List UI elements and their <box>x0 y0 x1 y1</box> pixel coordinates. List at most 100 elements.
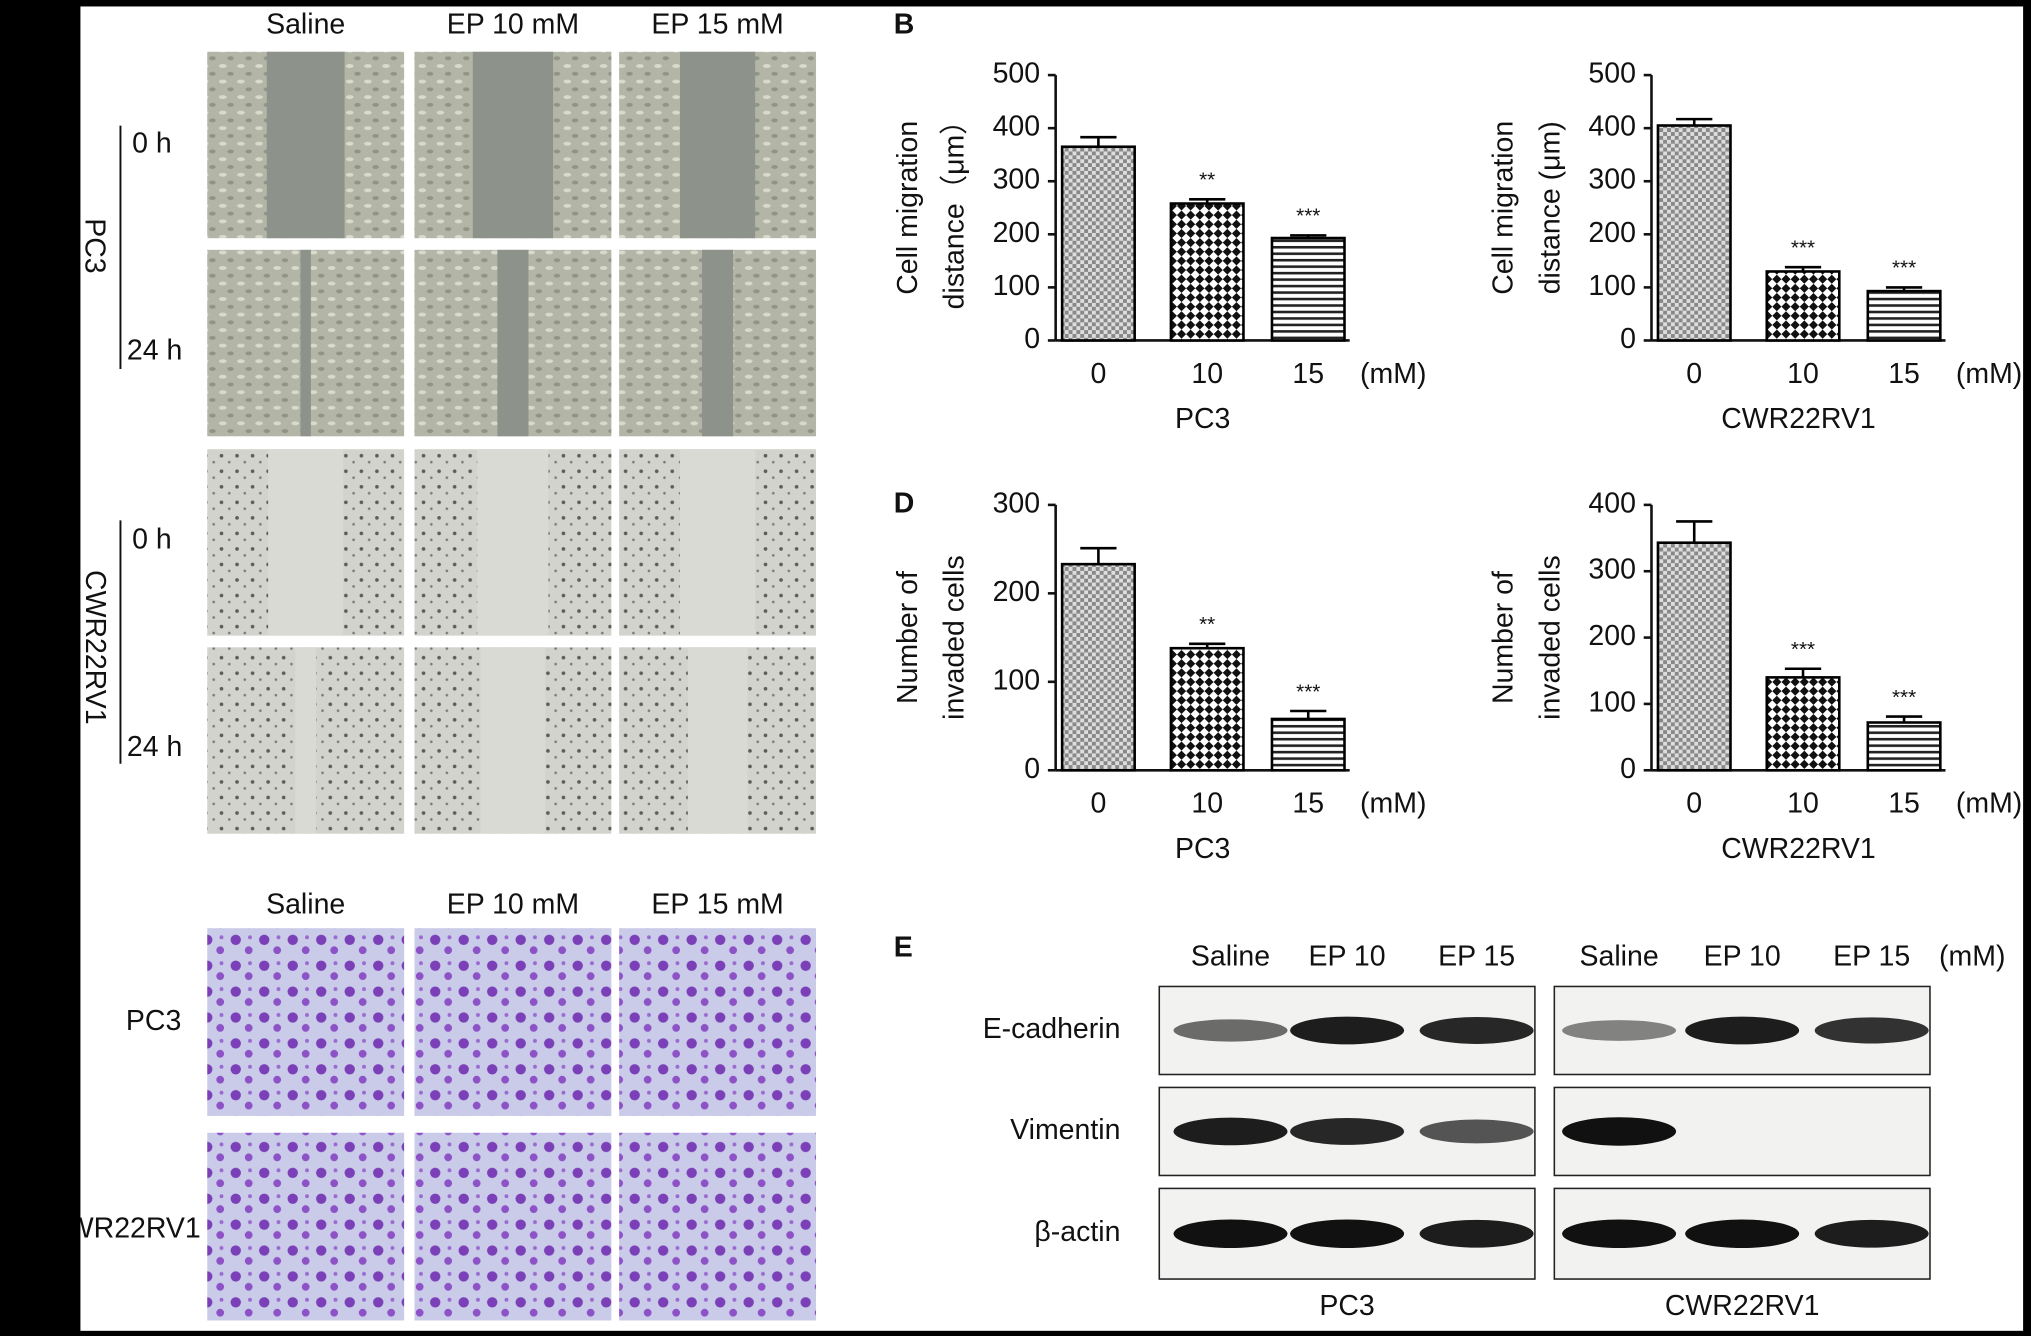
wound-gap <box>702 249 734 437</box>
y-tick-label: 200 <box>993 576 1041 608</box>
y-tick-label: 300 <box>1588 164 1636 196</box>
wound-gap <box>480 647 546 834</box>
blot-band <box>1173 1019 1288 1042</box>
blot-group-label: CWR22RV1 <box>1665 1290 1820 1322</box>
significance-label: *** <box>1296 205 1320 228</box>
x-tick-label: 15 <box>1292 788 1324 820</box>
wound-gap <box>680 449 756 636</box>
significance-label: *** <box>1296 680 1320 703</box>
y-axis-label: distance (μm) <box>1534 121 1566 294</box>
blot-band <box>1562 1020 1677 1041</box>
micrograph <box>619 1132 817 1321</box>
y-tick-label: 300 <box>1588 554 1636 586</box>
y-tick-label: 0 <box>1024 323 1040 355</box>
x-axis-label: CWR22RV1 <box>1721 833 1876 865</box>
blot-band <box>1419 1219 1534 1248</box>
wound-gap <box>266 51 345 239</box>
bar <box>1656 541 1732 772</box>
blot-column-header: EP 10 <box>1704 941 1781 973</box>
error-bar <box>1080 135 1117 147</box>
wound-gap <box>680 51 756 239</box>
blot-row-label: Vimentin <box>1010 1114 1120 1146</box>
column-header: Saline <box>266 889 345 921</box>
x-tick-label: 10 <box>1787 358 1819 390</box>
blot-row-label: E-cadherin <box>983 1013 1121 1045</box>
wound-gap <box>687 647 748 834</box>
micrograph <box>207 928 405 1116</box>
x-tick-label: 0 <box>1090 788 1106 820</box>
blot-group-label: PC3 <box>1319 1290 1374 1322</box>
y-axis-label: invaded cells <box>1534 555 1566 720</box>
bar <box>1765 676 1841 772</box>
wound-gap <box>497 249 529 437</box>
blot-column-header: EP 15 <box>1438 941 1515 973</box>
x-tick-label: 15 <box>1292 358 1324 390</box>
blot-column-header: Saline <box>1191 941 1270 973</box>
x-unit-label: (mM) <box>1360 358 1426 390</box>
wound-gap <box>295 647 317 834</box>
y-tick-label: 100 <box>1588 686 1636 718</box>
error-bar <box>1290 234 1327 239</box>
blot-band <box>1173 1117 1288 1146</box>
y-axis-label: Cell migration <box>892 121 924 295</box>
blot-unit: (mM) <box>1939 941 2005 973</box>
y-tick-label: 200 <box>993 217 1041 249</box>
column-header: EP 15 mM <box>651 889 783 921</box>
y-tick-label: 100 <box>1588 270 1636 302</box>
y-tick-label: 300 <box>993 164 1041 196</box>
column-header: EP 10 mM <box>447 889 579 921</box>
error-bar <box>1290 709 1327 719</box>
error-bar <box>1080 546 1117 565</box>
blot-band <box>1562 1117 1677 1146</box>
blot-band <box>1562 1219 1677 1248</box>
wound-gap <box>477 449 549 636</box>
error-bar <box>1784 667 1822 678</box>
row-label: PC3 <box>126 1005 181 1037</box>
panel-label: E <box>894 931 913 963</box>
timepoint-label: 24 h <box>127 335 182 367</box>
x-axis-label: PC3 <box>1175 833 1230 865</box>
blot-row-label: β-actin <box>1034 1216 1120 1248</box>
bar <box>1866 289 1942 342</box>
column-header: Saline <box>266 8 345 40</box>
x-unit-label: (mM) <box>1956 358 2022 390</box>
micrograph <box>619 928 817 1116</box>
y-axis-label: Number of <box>1488 571 1520 704</box>
wound-gap <box>472 51 554 239</box>
bar <box>1169 646 1245 772</box>
timepoint-label: 0 h <box>132 524 172 556</box>
y-tick-label: 500 <box>993 58 1041 90</box>
y-axis-label: invaded cells <box>938 555 970 720</box>
blot-band <box>1814 1219 1929 1248</box>
significance-label: ** <box>1199 613 1215 636</box>
bar <box>1866 721 1942 772</box>
error-bar <box>1676 520 1713 543</box>
y-axis-label: Cell migration <box>1488 121 1520 295</box>
significance-label: *** <box>1791 237 1815 260</box>
x-unit-label: (mM) <box>1360 788 1426 820</box>
wound-gap <box>300 249 311 437</box>
x-unit-label: (mM) <box>1956 788 2022 820</box>
y-tick-label: 100 <box>993 664 1041 696</box>
crop-border <box>2023 0 2031 1336</box>
error-bar <box>1885 715 1923 723</box>
panel-label: D <box>894 487 915 519</box>
cell-line-label: CWR22RV1 <box>79 570 111 724</box>
blot-column-header: EP 15 <box>1833 941 1910 973</box>
bar <box>1169 202 1245 342</box>
significance-label: *** <box>1892 686 1916 709</box>
bar <box>1270 717 1346 772</box>
image-panels <box>207 51 817 1321</box>
cell-line-label: PC3 <box>79 218 111 273</box>
y-tick-label: 0 <box>1620 753 1636 785</box>
blot-band <box>1290 1117 1405 1145</box>
blot-band <box>1173 1219 1288 1248</box>
x-tick-label: 0 <box>1090 358 1106 390</box>
y-axis-label: distance（μm） <box>938 106 970 309</box>
y-tick-label: 200 <box>1588 620 1636 652</box>
error-bar <box>1885 286 1923 292</box>
wound-gap <box>268 449 344 636</box>
